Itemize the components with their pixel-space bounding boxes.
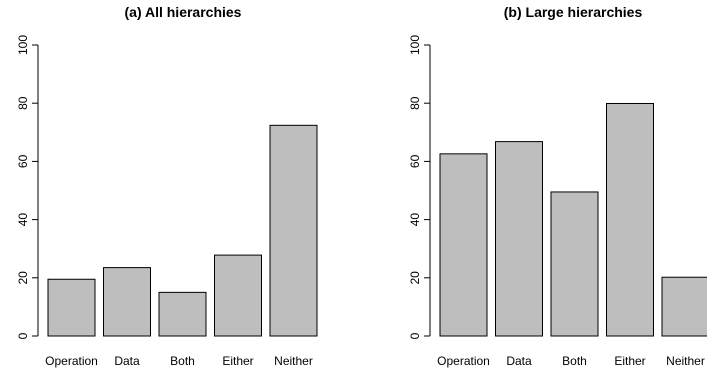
y-tick-label: 40	[16, 213, 30, 227]
chart-title: (b) Large hierarchies	[504, 4, 643, 20]
chart-title: (a) All hierarchies	[125, 4, 242, 20]
bar-neither	[269, 124, 318, 337]
y-tick-label: 20	[408, 271, 422, 285]
bar-both	[158, 291, 207, 337]
y-tick-label: 100	[408, 35, 422, 55]
x-category-label: Operation	[45, 354, 98, 368]
y-tick-label: 80	[408, 96, 422, 110]
bar-neither	[661, 276, 707, 337]
y-tick-label: 60	[408, 154, 422, 168]
x-category-label: Neither	[274, 354, 313, 368]
y-tick-label: 100	[16, 35, 30, 55]
y-tick-label: 80	[16, 96, 30, 110]
x-category-label: Neither	[666, 354, 705, 368]
x-category-label: Both	[562, 354, 587, 368]
y-tick-label: 60	[16, 154, 30, 168]
panel-large-hierarchies: (b) Large hierarchies 0 20 40 60 80 100 Operati…	[408, 4, 707, 368]
y-tick-label: 0	[408, 332, 422, 339]
bar-data	[103, 267, 151, 337]
y-tick-label: 0	[16, 332, 30, 339]
bar-both	[550, 191, 599, 337]
bar-data	[495, 141, 543, 337]
y-tick-label: 40	[408, 213, 422, 227]
x-category-label: Both	[170, 354, 195, 368]
bar-either	[214, 254, 262, 337]
bar-operation	[439, 153, 488, 337]
x-category-label: Either	[614, 354, 645, 368]
x-category-label: Either	[222, 354, 253, 368]
panel-all-hierarchies: (a) All hierarchies 0 20 40 60 80 100 Operation…	[16, 4, 318, 368]
y-tick-label: 20	[16, 271, 30, 285]
x-category-label: Data	[114, 354, 140, 368]
x-category-label: Operation	[437, 354, 490, 368]
bar-either	[606, 102, 654, 337]
x-category-label: Data	[506, 354, 532, 368]
bar-operation	[47, 278, 96, 337]
